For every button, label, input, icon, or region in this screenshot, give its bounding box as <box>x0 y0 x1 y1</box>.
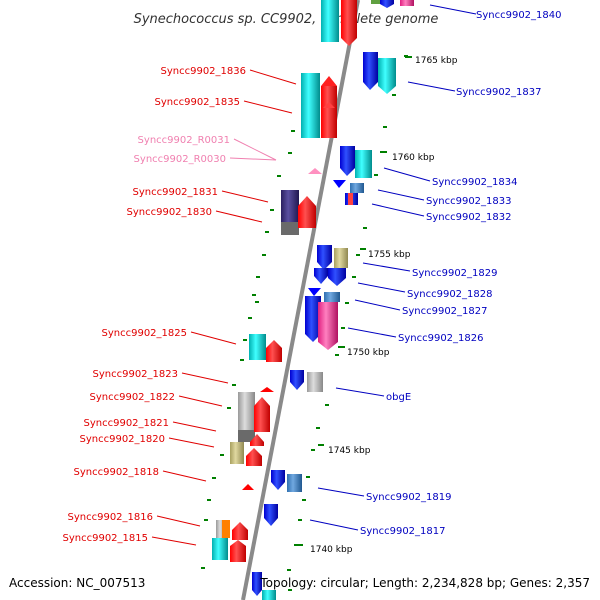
gene-arrow <box>246 448 262 466</box>
rna-arrow <box>308 168 322 174</box>
gene-label: Syncc9902_1833 <box>426 196 512 207</box>
gene-arrow <box>317 245 332 270</box>
gene-label: Syncc9902_1816 <box>68 512 154 523</box>
gene-label: Syncc9902_1817 <box>360 526 446 537</box>
kbp-label: 1750 kbp <box>347 348 390 358</box>
gene-arrow <box>301 73 320 138</box>
gene-arrow <box>242 484 254 490</box>
gene-block <box>324 292 340 302</box>
gene-arrow <box>254 397 270 432</box>
gene-arrow <box>378 58 396 94</box>
gene-arrow <box>305 296 321 342</box>
kbp-label: 1740 kbp <box>310 545 353 555</box>
gene-arrow <box>271 470 285 490</box>
gene-block <box>281 222 299 235</box>
gene-block <box>400 0 414 6</box>
gene-block <box>334 248 348 268</box>
gene-arrow <box>328 268 346 286</box>
gene-arrow <box>290 370 304 390</box>
gene-label: obgE <box>386 392 411 403</box>
topology-text: Topology: circular; Length: 2,234,828 bp… <box>259 576 590 590</box>
gene-arrow <box>318 302 338 350</box>
gene-label: Syncc9902_1819 <box>366 492 452 503</box>
gene-label: Syncc9902_1835 <box>155 97 241 108</box>
left-leader-lines <box>151 69 297 546</box>
gene-label: Syncc9902_1826 <box>398 333 484 344</box>
gene-label: Syncc9902_1830 <box>127 207 213 218</box>
gene-arrow <box>340 146 355 176</box>
gene-arrow <box>341 0 357 46</box>
gene-label: Syncc9902_1831 <box>133 187 219 198</box>
gene-block <box>249 334 266 360</box>
gene-block <box>212 538 228 560</box>
gene-label: Syncc9902_1840 <box>476 10 562 21</box>
gene-label: Syncc9902_1832 <box>426 212 512 223</box>
rna-leader-lines <box>229 138 277 161</box>
gene-arrow <box>232 522 248 540</box>
gene-arrow <box>230 540 246 562</box>
gene-arrow <box>250 434 264 446</box>
gene-label: Syncc9902_1820 <box>80 434 166 445</box>
gene-label: Syncc9902_1829 <box>412 268 498 279</box>
left-gene-labels: Syncc9902_1836 Syncc9902_1835 Syncc9902_… <box>63 66 247 544</box>
gene-block <box>238 392 255 430</box>
genome-backbone <box>241 0 360 600</box>
gene-label: Syncc9902_1815 <box>63 533 149 544</box>
kbp-label: 1745 kbp <box>328 446 371 456</box>
kbp-scale: 1765 kbp 1760 kbp 1755 kbp 1750 kbp 1745… <box>297 56 458 555</box>
gene-arrow <box>333 180 346 188</box>
gene-arrow <box>252 572 262 596</box>
forward-genes <box>212 0 357 562</box>
rna-label: Syncc9902_R0030 <box>134 154 226 165</box>
gene-label: Syncc9902_1818 <box>74 467 160 478</box>
gene-block <box>216 520 226 538</box>
genome-title: Synechococcus sp. CC9902, complete genom… <box>134 12 439 27</box>
gene-label: Syncc9902_1827 <box>402 306 488 317</box>
gene-label: Syncc9902_1834 <box>432 177 518 188</box>
gene-arrow <box>323 102 335 108</box>
gene-block <box>355 150 372 178</box>
gene-arrow <box>380 0 394 8</box>
gene-label: Syncc9902_1825 <box>102 328 188 339</box>
gene-arrow <box>308 288 321 296</box>
tick-marks <box>201 37 408 591</box>
accession-text: Accession: NC_007513 <box>9 576 145 590</box>
gene-block <box>321 0 339 42</box>
gene-block <box>321 86 337 138</box>
gene-label: Syncc9902_1828 <box>407 289 493 300</box>
gene-label: Syncc9902_1837 <box>456 87 542 98</box>
gene-block <box>307 372 323 392</box>
kbp-label: 1765 kbp <box>415 56 458 66</box>
gene-arrow <box>314 268 328 284</box>
gene-block <box>238 430 255 442</box>
gene-label: Syncc9902_1822 <box>90 392 176 403</box>
kbp-label: 1760 kbp <box>392 153 435 163</box>
gene-block <box>230 442 244 464</box>
gene-block <box>222 520 230 538</box>
gene-block <box>348 193 353 205</box>
rna-label: Syncc9902_R0031 <box>138 135 230 146</box>
gene-label: Syncc9902_1821 <box>84 418 170 429</box>
gene-arrow <box>363 52 378 90</box>
gene-block <box>262 590 276 600</box>
gene-arrow <box>266 340 282 362</box>
gene-block <box>287 474 302 492</box>
right-leader-lines <box>309 4 477 531</box>
gene-arrow <box>264 504 278 526</box>
gene-label: Syncc9902_1836 <box>161 66 247 77</box>
gene-arrow <box>260 387 274 392</box>
reverse-genes <box>252 0 414 600</box>
right-gene-labels: Syncc9902_1840 Syncc9902_1837 Syncc9902_… <box>360 10 562 537</box>
kbp-label: 1755 kbp <box>368 250 411 260</box>
gene-arrow <box>321 76 337 86</box>
gene-block <box>371 0 380 4</box>
gene-arrow <box>298 196 316 228</box>
gene-label: Syncc9902_1823 <box>93 369 179 380</box>
gene-block <box>350 183 364 193</box>
